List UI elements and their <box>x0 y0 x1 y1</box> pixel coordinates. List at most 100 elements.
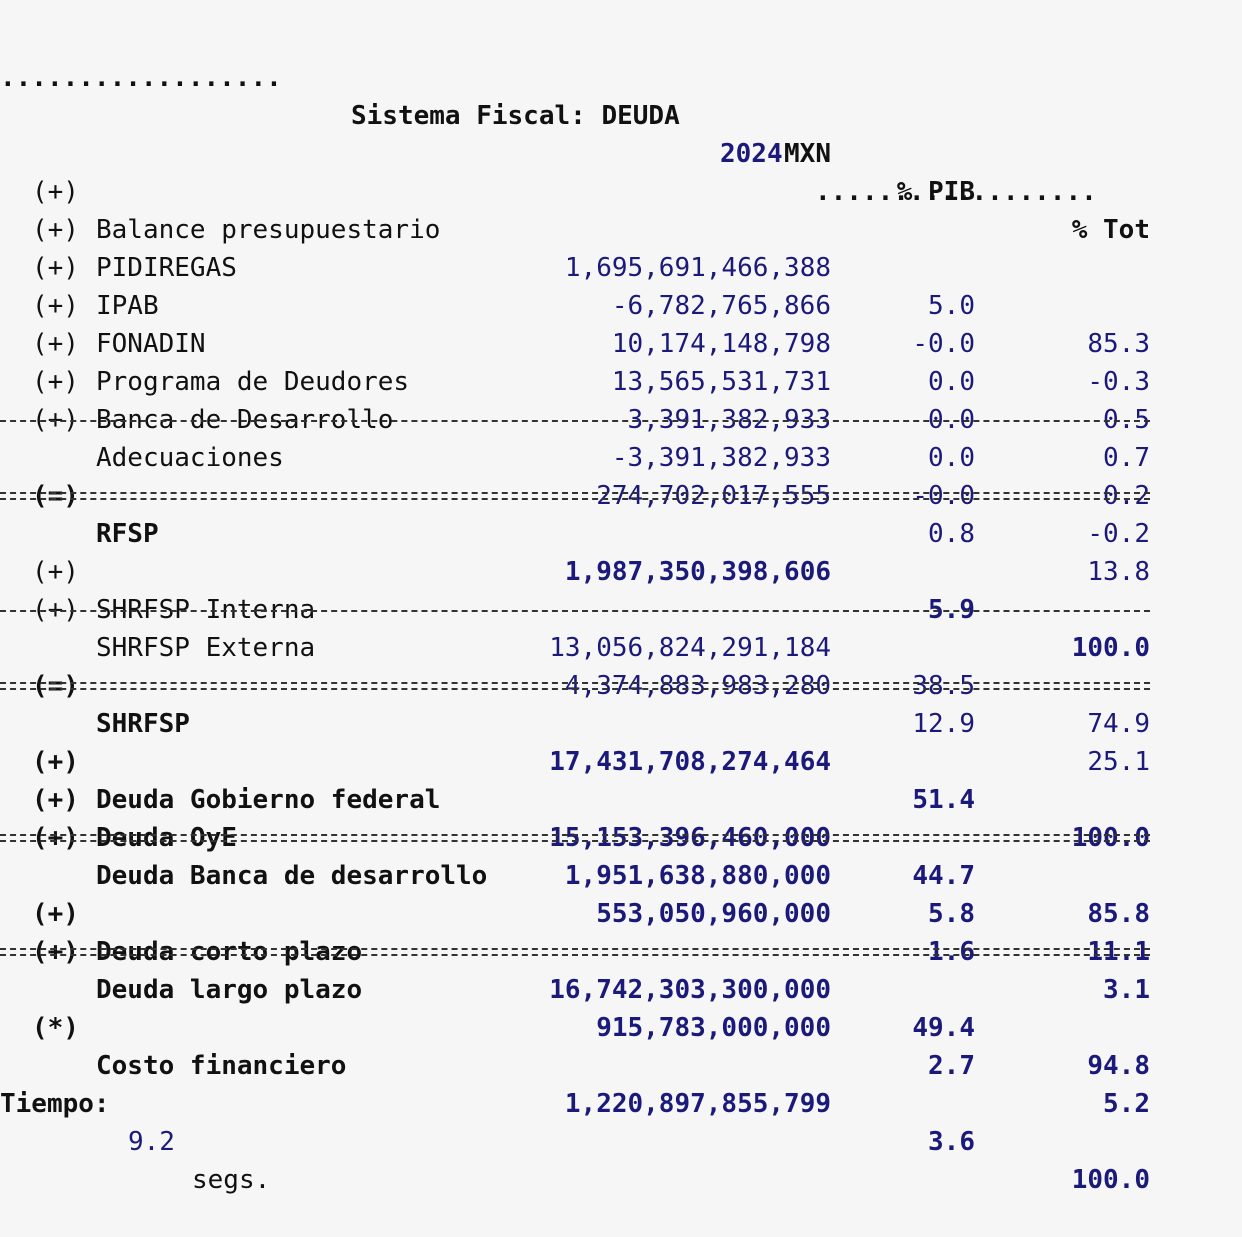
table-row: (+) Deuda Gobierno federal 15,153,396,46… <box>0 705 1242 929</box>
row-tot: 85.3 <box>1087 329 1150 359</box>
row-tot: 13.8 <box>1087 557 1150 587</box>
elapsed-time-line: Tiempo: 9.2 segs. <box>0 1047 1242 1195</box>
row-sign: (+) <box>32 215 79 245</box>
row-pib: 5.0 <box>928 291 975 321</box>
row-tot: 0.2 <box>1103 481 1150 511</box>
row-tot: 5.2 <box>1103 1089 1150 1119</box>
row-tot: 25.1 <box>1087 747 1150 777</box>
table-row: (+) SHRFSP Externa 4,374,883,983,280 12.… <box>0 553 1242 777</box>
elapsed-time-unit: segs. <box>192 1165 271 1195</box>
row-tot: 3.1 <box>1103 975 1150 1005</box>
row-mxn: 13,565,531,731 <box>611 367 831 397</box>
row-sign: (+) <box>32 747 79 777</box>
row-pib: 49.4 <box>912 1013 975 1043</box>
report-year: 2024 <box>720 139 783 169</box>
table-row: (+) Balance presupuestario 1,695,691,466… <box>0 135 1242 359</box>
table-row: (+) Banca de Desarrollo -3,391,382,933 -… <box>0 325 1242 549</box>
row-label: Deuda corto plazo <box>96 937 363 967</box>
row-pib: -0.0 <box>912 329 975 359</box>
table-row: (+) FONADIN 13,565,531,731 0.0 0.7 <box>0 249 1242 473</box>
row-mxn: 10,174,148,798 <box>611 329 831 359</box>
row-tot: 74.9 <box>1087 709 1150 739</box>
row-mxn: 17,431,708,274,464 <box>549 747 831 777</box>
row-sign: (=) <box>32 481 79 511</box>
row-label: Balance presupuestario <box>96 215 441 245</box>
row-tot: 100.0 <box>1071 633 1150 663</box>
report-title-line: .................. Sistema Fiscal: DEUDA… <box>0 21 1242 207</box>
double-divider <box>0 667 1242 705</box>
row-pib: -0.0 <box>912 481 975 511</box>
row-tot: -0.3 <box>1087 367 1150 397</box>
row-mxn: 553,050,960,000 <box>596 899 831 929</box>
row-pib: 5.8 <box>928 899 975 929</box>
column-header-row: MXN % PIB % Tot <box>0 97 1242 245</box>
row-label: Deuda Banca de desarrollo <box>96 861 488 891</box>
row-mxn: 1,695,691,466,388 <box>564 253 831 283</box>
row-pib: 1.6 <box>928 937 975 967</box>
row-mxn: 1,220,897,855,799 <box>564 1089 831 1119</box>
table-row: (+) Adecuaciones 274,702,017,555 0.8 13.… <box>0 363 1242 587</box>
row-label: Deuda largo plazo <box>96 975 363 1005</box>
row-sign: (+) <box>32 367 79 397</box>
row-pib: 2.7 <box>928 1051 975 1081</box>
total-row-shrfsp: (=) SHRFSP 17,431,708,274,464 51.4 100.0 <box>0 629 1242 853</box>
table-row: (+) SHRFSP Interna 13,056,824,291,184 38… <box>0 515 1242 739</box>
title-right-dots: .................. <box>815 177 1097 207</box>
row-label: Deuda Gobierno federal <box>96 785 441 815</box>
table-row: (+) Deuda OyE 1,951,638,880,000 5.8 11.1 <box>0 743 1242 967</box>
row-label: Adecuaciones <box>96 443 284 473</box>
row-label: RFSP <box>96 519 159 549</box>
row-label: FONADIN <box>96 329 206 359</box>
row-mxn: 13,056,824,291,184 <box>549 633 831 663</box>
row-sign: (+) <box>32 823 79 853</box>
table-row: (+) Deuda largo plazo 915,783,000,000 2.… <box>0 895 1242 1119</box>
row-pib: 12.9 <box>912 709 975 739</box>
row-mxn: 4,374,883,983,280 <box>564 671 831 701</box>
row-pib: 38.5 <box>912 671 975 701</box>
double-divider <box>0 819 1242 857</box>
report-title: Sistema Fiscal: DEUDA <box>351 101 680 131</box>
terminal-output: .................. Sistema Fiscal: DEUDA… <box>0 21 1242 1195</box>
row-mxn: 16,742,303,300,000 <box>549 975 831 1005</box>
row-mxn: 915,783,000,000 <box>596 1013 831 1043</box>
table-row: (+) Deuda Banca de desarrollo 553,050,96… <box>0 781 1242 1005</box>
row-sign: (+) <box>32 291 79 321</box>
row-sign: (+) <box>32 785 79 815</box>
row-pib: 0.8 <box>928 519 975 549</box>
column-header-mxn: MXN <box>784 139 831 169</box>
title-left-dots: .................. <box>0 63 282 93</box>
row-label: Costo financiero <box>96 1051 347 1081</box>
row-sign: (+) <box>32 253 79 283</box>
row-label: SHRFSP <box>96 709 190 739</box>
dashed-divider <box>0 401 1242 439</box>
double-divider <box>0 477 1242 515</box>
row-mxn: 1,951,638,880,000 <box>564 861 831 891</box>
row-mxn: -6,782,765,866 <box>611 291 831 321</box>
row-sign: (+) <box>32 557 79 587</box>
row-sign: (+) <box>32 899 79 929</box>
row-label: SHRFSP Externa <box>96 633 316 663</box>
row-tot: 100.0 <box>1071 1165 1150 1195</box>
row-label: Programa de Deudores <box>96 367 410 397</box>
row-mxn: 1,987,350,398,606 <box>564 557 831 587</box>
table-row: (+) PIDIREGAS -6,782,765,866 -0.0 -0.3 <box>0 173 1242 397</box>
total-row-rfsp: (=) RFSP 1,987,350,398,606 5.9 100.0 <box>0 439 1242 663</box>
row-pib: 0.0 <box>928 443 975 473</box>
column-header-tot: % Tot <box>1071 215 1150 245</box>
row-mxn: 15,153,396,460,000 <box>549 823 831 853</box>
table-row: (+) IPAB 10,174,148,798 0.0 0.5 <box>0 211 1242 435</box>
total-row-costo: (*) Costo financiero 1,220,897,855,799 3… <box>0 971 1242 1195</box>
row-sign: (+) <box>32 937 79 967</box>
row-tot: 94.8 <box>1087 1051 1150 1081</box>
row-label: IPAB <box>96 291 159 321</box>
table-row: (+) Programa de Deudores 3,391,382,933 0… <box>0 287 1242 511</box>
row-sign: (=) <box>32 671 79 701</box>
column-header-pib: % PIB <box>896 177 975 207</box>
row-tot: 11.1 <box>1087 937 1150 967</box>
row-mxn: 274,702,017,555 <box>596 481 831 511</box>
elapsed-time-value: 9.2 <box>128 1127 175 1157</box>
row-sign: (+) <box>32 177 79 207</box>
row-label: PIDIREGAS <box>96 253 237 283</box>
row-pib: 44.7 <box>912 861 975 891</box>
row-sign: (*) <box>32 1013 79 1043</box>
